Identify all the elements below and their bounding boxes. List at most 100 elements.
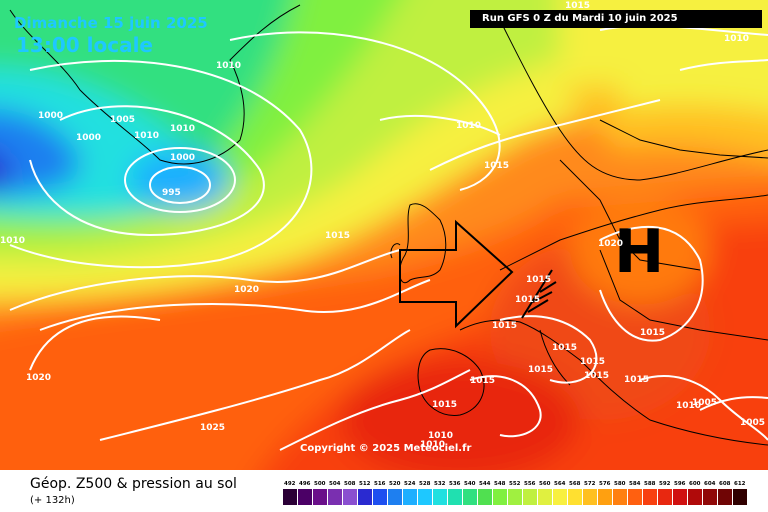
legend-tick-label: 540 [464,481,476,487]
isobar-label: 1015 [528,365,553,375]
legend-color-swatch [523,489,537,505]
legend-tick-label: 536 [449,481,461,487]
legend-tick-label: 496 [299,481,311,487]
legend-color-swatch [493,489,507,505]
legend-color-swatch [433,489,447,505]
legend-color-swatch [718,489,732,505]
legend-color-swatch [298,489,312,505]
weather-map: H 1010 1005 1000 1000 1010 1010 1000 995… [0,0,768,470]
legend-tick-label: 544 [479,481,491,487]
legend-color-swatch [733,489,747,505]
legend-color-swatch [343,489,357,505]
isobar-label: 1015 [470,376,495,386]
legend-tick-label: 504 [329,481,341,487]
isobar-label: 1015 [526,275,551,285]
legend-tick-label: 600 [689,481,701,487]
copyright-notice: Copyright © 2025 Meteociel.fr [300,443,472,454]
legend-tick-label: 532 [434,481,446,487]
model-run-label: Run GFS 0 Z du Mardi 10 juin 2025 [482,13,678,24]
isobar-label: 1010 [216,61,241,71]
legend-tick-label: 608 [719,481,731,487]
legend-tick-label: 500 [314,481,326,487]
legend-tick-label: 508 [344,481,356,487]
legend-tick-label: 556 [524,481,536,487]
isobar-label: 1005 [110,115,135,125]
legend-tick-label: 512 [359,481,371,487]
legend-color-swatch [598,489,612,505]
isobar-label: 1000 [38,111,63,121]
isobar-label: 1015 [484,161,509,171]
isobar-label: 1015 [580,357,605,367]
legend-tick-label: 604 [704,481,716,487]
isobar-label: 1020 [26,373,51,383]
legend-color-swatch [328,489,342,505]
legend-color-swatch [613,489,627,505]
isobar-label: 1015 [492,321,517,331]
legend-color-swatch [688,489,702,505]
legend-tick-label: 584 [629,481,641,487]
legend-color-swatch [478,489,492,505]
isobar-label: 1010 [428,431,453,441]
isobar-label: 1000 [170,153,195,163]
isobar-label: 1015 [552,343,577,353]
legend-tick-label: 548 [494,481,506,487]
legend-tick-label: 564 [554,481,566,487]
legend-tick-label: 560 [539,481,551,487]
legend-tick-label: 492 [284,481,296,487]
coastlines [9,4,768,446]
isobar-label: 1010 [134,131,159,141]
isobar-label: 1010 [724,34,749,44]
forecast-date: Dimanche 15 juin 2025 [14,14,208,32]
isobar-label: 1010 [0,236,25,246]
isobar-label: 1015 [624,375,649,385]
isobar-label: 1015 [584,371,609,381]
isobar-label: 1020 [234,285,259,295]
legend-tick-label: 516 [374,481,386,487]
legend-color-swatch [463,489,477,505]
model-run-banner: Run GFS 0 Z du Mardi 10 juin 2025 [470,10,762,28]
legend-color-swatch [373,489,387,505]
legend-color-swatch [418,489,432,505]
legend-color-swatch [583,489,597,505]
isobar-label: 1015 [325,231,350,241]
legend-tick-label: 612 [734,481,746,487]
isobar-label: 1015 [640,328,665,338]
color-scale-legend: 492 496 500 504 508 512 516 520 524 528 532 536 540 5… [283,481,747,505]
legend-color-swatch [283,489,297,505]
legend-tick-label: 580 [614,481,626,487]
legend-color-swatch [703,489,717,505]
high-pressure-symbol: H [614,217,664,287]
isobar-label: 1015 [565,1,590,11]
isobar-label: 1005 [692,398,717,408]
legend-color-swatch [508,489,522,505]
legend-tick-label: 592 [659,481,671,487]
legend-tick-label: 576 [599,481,611,487]
legend-color-swatch [673,489,687,505]
isobar-label: 1020 [598,239,623,249]
isobar-label: 1025 [200,423,225,433]
isobar-label: 1000 [76,133,101,143]
isobar-label: 1015 [515,295,540,305]
legend-color-swatch [358,489,372,505]
legend-color-swatch [403,489,417,505]
legend-color-swatch [538,489,552,505]
isobars [9,24,768,451]
isobar-labels: 1010 1005 1000 1000 1010 1010 1000 995 1… [0,1,765,450]
legend-tick-label: 552 [509,481,521,487]
isobar-label: 1010 [420,440,445,450]
legend-color-swatch [628,489,642,505]
wind-arrow [399,219,557,329]
isobar-label: 1010 [456,121,481,131]
forecast-lead-time: (+ 132h) [30,495,75,506]
isobar-label: 1005 [740,418,765,428]
legend-tick-label: 520 [389,481,401,487]
legend-tick-label: 588 [644,481,656,487]
forecast-time: 13:00 locale [16,33,153,57]
legend-tick-label: 524 [404,481,416,487]
legend-color-swatch [553,489,567,505]
legend-color-swatch [313,489,327,505]
legend-color-swatch [388,489,402,505]
legend-tick-label: 568 [569,481,581,487]
legend-color-swatch [658,489,672,505]
legend-color-swatch [568,489,582,505]
